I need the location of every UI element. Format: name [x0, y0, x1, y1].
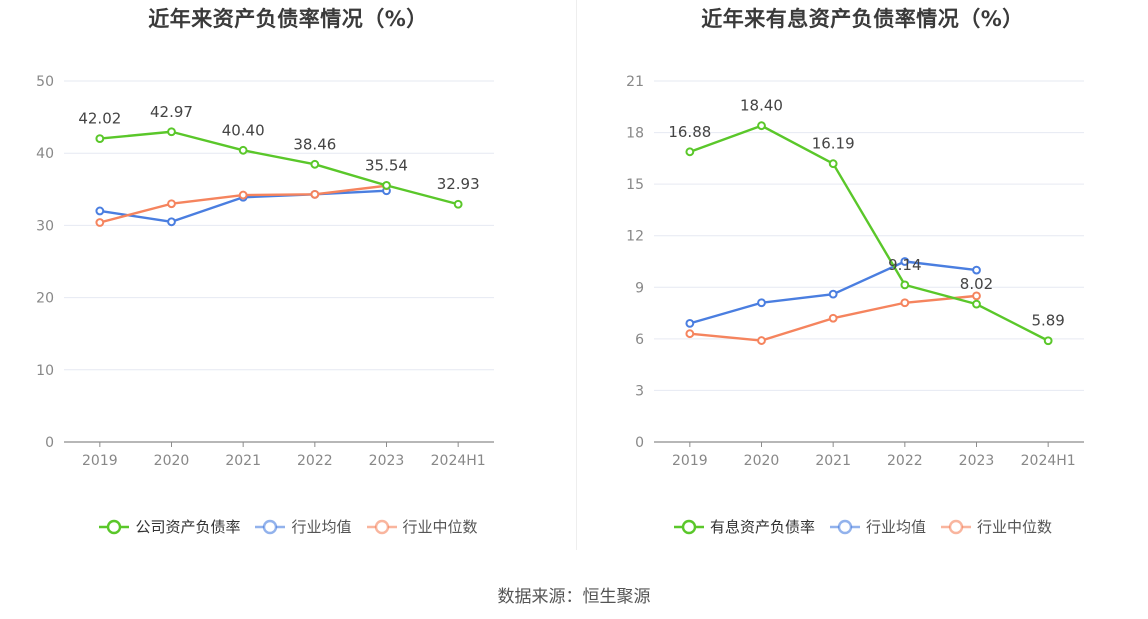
data-label: 9.14 — [888, 256, 921, 274]
data-point[interactable] — [972, 291, 981, 301]
legend-marker-icon — [99, 519, 130, 534]
data-label: 32.93 — [437, 175, 480, 193]
data-point[interactable] — [685, 318, 695, 328]
legend-item[interactable]: 行业均值 — [254, 516, 352, 537]
x-tick-label: 2020 — [744, 453, 780, 469]
y-tick-label: 15 — [626, 177, 644, 193]
x-tick-label: 2023 — [959, 453, 995, 469]
data-point[interactable] — [972, 299, 981, 309]
data-label: 38.46 — [293, 135, 336, 153]
data-label: 42.97 — [150, 103, 193, 121]
panel-divider — [576, 0, 577, 550]
legend-label: 行业均值 — [291, 518, 352, 536]
legend-item[interactable]: 公司资产负债率 — [98, 516, 240, 537]
data-point[interactable] — [95, 134, 105, 144]
x-tick-label: 2021 — [225, 453, 261, 469]
data-point[interactable] — [310, 159, 320, 169]
x-tick-label: 2020 — [154, 453, 190, 469]
chart-title: 近年来资产负债率情况（%） — [148, 7, 428, 31]
chart-panel-debt-ratio: 近年来资产负债率情况（%） 0 10 20 30 40 50 2019 2020 2021 202… — [0, 0, 576, 560]
data-point[interactable] — [757, 121, 766, 131]
y-tick-label: 21 — [626, 74, 644, 90]
y-tick-label: 6 — [635, 332, 644, 348]
data-label: 35.54 — [365, 156, 408, 174]
y-tick-label: 0 — [45, 435, 54, 451]
y-tick-label: 50 — [36, 74, 54, 90]
y-tick-label: 0 — [635, 435, 644, 451]
data-label: 18.40 — [740, 97, 783, 115]
data-point[interactable] — [95, 218, 105, 227]
data-point[interactable] — [685, 147, 695, 157]
data-label: 16.19 — [812, 135, 855, 153]
line-chart-interest-debt-ratio: 0 3 6 9 12 15 18 21 2019 2020 2021 2022 2023 2024H1 16… — [626, 74, 1084, 469]
chart-title: 近年来有息资产负债率情况（%） — [701, 7, 1024, 31]
data-point[interactable] — [167, 199, 176, 209]
legend-item[interactable]: 行业中位数 — [366, 516, 478, 537]
data-label: 40.40 — [222, 121, 265, 139]
data-point[interactable] — [757, 298, 766, 308]
data-point[interactable] — [167, 217, 176, 227]
data-point[interactable] — [310, 189, 320, 199]
data-point[interactable] — [757, 336, 766, 345]
data-label: 8.02 — [960, 275, 993, 293]
x-tick-label: 2023 — [369, 453, 405, 469]
legend-label: 行业中位数 — [977, 518, 1053, 536]
y-tick-label: 18 — [626, 126, 644, 142]
line-chart-debt-ratio: 0 10 20 30 40 50 2019 2020 2021 2022 2023 2024H1 42.… — [36, 74, 494, 469]
x-tick-label: 2024H1 — [431, 453, 486, 469]
legend-marker-icon — [255, 519, 286, 534]
data-point[interactable] — [453, 199, 463, 209]
y-tick-label: 3 — [635, 383, 644, 399]
legend-marker-icon — [366, 519, 397, 534]
legend-item[interactable]: 行业均值 — [829, 516, 926, 537]
data-point[interactable] — [900, 280, 910, 290]
legend-marker-icon — [941, 519, 971, 534]
y-tick-label: 9 — [635, 280, 644, 296]
data-source-note: 数据来源：恒生聚源 — [497, 587, 651, 607]
legend-label: 行业均值 — [865, 518, 926, 536]
x-tick-label: 2022 — [887, 453, 923, 469]
series-line — [99, 130, 459, 206]
legend-label: 行业中位数 — [402, 518, 478, 536]
x-tick-label: 2022 — [297, 453, 333, 469]
y-tick-label: 12 — [626, 229, 644, 245]
data-point[interactable] — [900, 257, 910, 266]
data-point[interactable] — [972, 265, 981, 275]
data-point[interactable] — [900, 298, 910, 308]
chart-legend: 公司资产负债率 行业均值 行业中位数 — [0, 516, 576, 537]
y-tick-label: 10 — [36, 363, 54, 379]
data-point[interactable] — [828, 159, 838, 169]
data-point[interactable] — [685, 329, 695, 339]
legend-label: 有息资产负债率 — [709, 518, 815, 536]
data-point[interactable] — [167, 127, 176, 137]
y-tick-label: 30 — [36, 218, 54, 234]
legend-item[interactable]: 行业中位数 — [940, 516, 1052, 537]
data-point[interactable] — [238, 190, 248, 200]
legend-marker-icon — [673, 519, 704, 534]
legend-marker-icon — [829, 519, 860, 534]
data-point[interactable] — [95, 206, 105, 216]
data-label: 16.88 — [668, 123, 711, 141]
data-point[interactable] — [828, 313, 838, 323]
data-point[interactable] — [238, 145, 248, 155]
chart-legend: 有息资产负债率 行业均值 行业中位数 — [577, 516, 1148, 537]
x-tick-label: 2024H1 — [1021, 453, 1076, 469]
chart-panel-interest-debt-ratio: 近年来有息资产负债率情况（%） 0 3 6 9 12 15 18 21 2019 2020 2021… — [577, 0, 1148, 560]
x-tick-label: 2019 — [82, 453, 118, 469]
data-label: 5.89 — [1031, 312, 1064, 330]
x-tick-label: 2019 — [672, 453, 708, 469]
series-line — [689, 124, 1049, 342]
legend-label: 公司资产负债率 — [135, 518, 241, 536]
data-point[interactable] — [382, 181, 391, 190]
x-tick-label: 2021 — [815, 453, 851, 469]
legend-item[interactable]: 有息资产负债率 — [673, 516, 815, 537]
y-tick-label: 20 — [36, 291, 54, 307]
y-tick-label: 40 — [36, 146, 54, 162]
data-label: 42.02 — [78, 110, 121, 128]
data-point[interactable] — [828, 289, 838, 299]
data-point[interactable] — [1043, 336, 1053, 346]
